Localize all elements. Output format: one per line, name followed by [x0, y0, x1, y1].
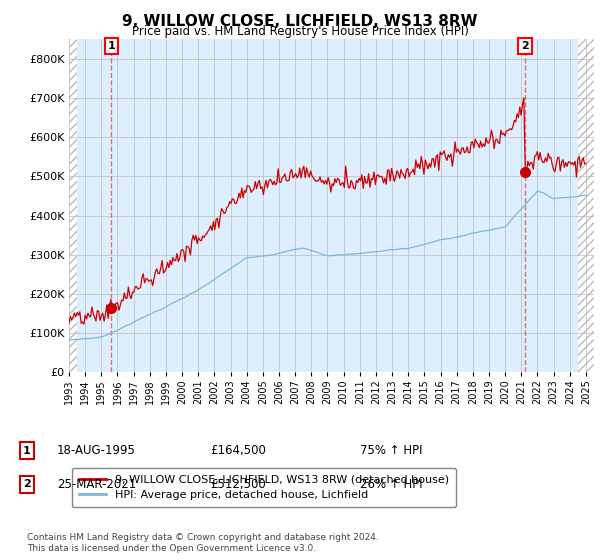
Text: 2: 2 [23, 479, 31, 489]
Text: £164,500: £164,500 [210, 444, 266, 458]
Text: 18-AUG-1995: 18-AUG-1995 [57, 444, 136, 458]
Text: 1: 1 [23, 446, 31, 456]
Text: Price paid vs. HM Land Registry's House Price Index (HPI): Price paid vs. HM Land Registry's House … [131, 25, 469, 38]
Text: £512,500: £512,500 [210, 478, 266, 491]
Text: 25-MAR-2021: 25-MAR-2021 [57, 478, 136, 491]
Text: 2: 2 [521, 41, 529, 51]
Text: 75% ↑ HPI: 75% ↑ HPI [360, 444, 422, 458]
Text: 9, WILLOW CLOSE, LICHFIELD, WS13 8RW: 9, WILLOW CLOSE, LICHFIELD, WS13 8RW [122, 14, 478, 29]
Legend: 9, WILLOW CLOSE, LICHFIELD, WS13 8RW (detached house), HPI: Average price, detac: 9, WILLOW CLOSE, LICHFIELD, WS13 8RW (de… [72, 468, 456, 507]
Text: Contains HM Land Registry data © Crown copyright and database right 2024.
This d: Contains HM Land Registry data © Crown c… [27, 533, 379, 553]
Text: 26% ↑ HPI: 26% ↑ HPI [360, 478, 422, 491]
Text: 1: 1 [107, 41, 115, 51]
